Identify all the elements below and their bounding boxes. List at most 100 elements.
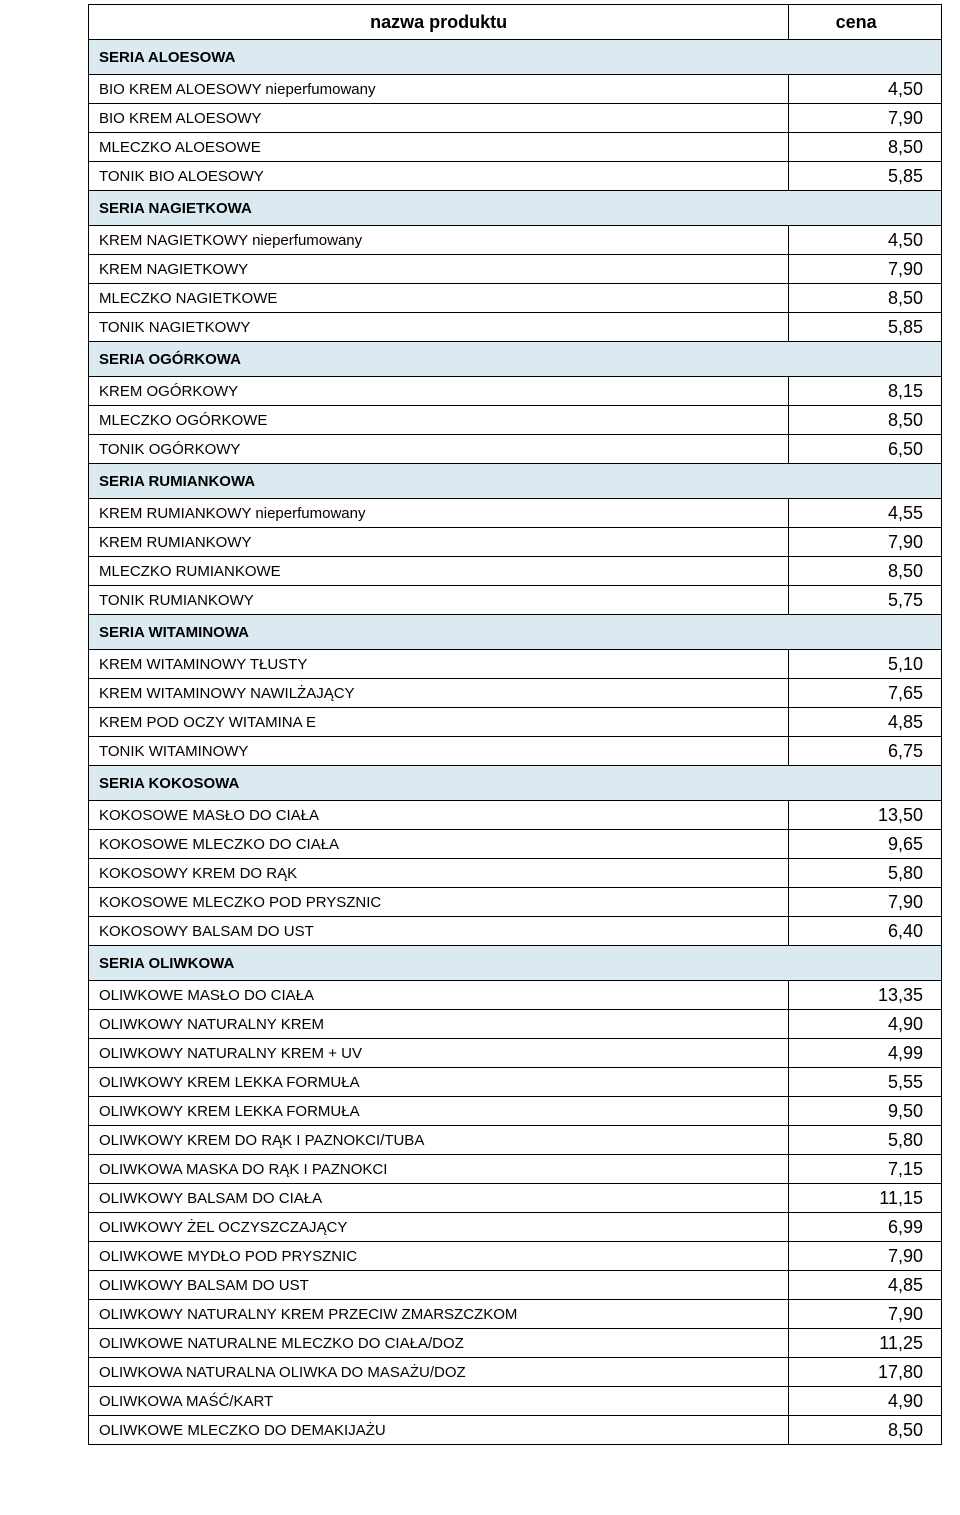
table-row: KREM WITAMINOWY TŁUSTY5,10 (89, 650, 942, 679)
product-price-cell: 6,40 (789, 917, 942, 946)
price-column-header: cena (789, 5, 942, 40)
table-row: BIO KREM ALOESOWY nieperfumowany4,50 (89, 75, 942, 104)
table-row: KREM WITAMINOWY NAWILŻAJĄCY7,65 (89, 679, 942, 708)
product-name-cell: MLECZKO NAGIETKOWE (89, 284, 789, 313)
product-price-cell: 7,65 (789, 679, 942, 708)
product-name-cell: KREM WITAMINOWY NAWILŻAJĄCY (89, 679, 789, 708)
product-name-cell: OLIWKOWY ŻEL OCZYSZCZAJĄCY (89, 1213, 789, 1242)
category-row: SERIA NAGIETKOWA (89, 191, 942, 226)
table-row: KREM POD OCZY WITAMINA E4,85 (89, 708, 942, 737)
header-row: nazwa produktu cena (89, 5, 942, 40)
product-name-cell: OLIWKOWE NATURALNE MLECZKO DO CIAŁA/DOZ (89, 1329, 789, 1358)
product-name-cell: OLIWKOWE MYDŁO POD PRYSZNIC (89, 1242, 789, 1271)
product-name-cell: KREM NAGIETKOWY (89, 255, 789, 284)
table-row: OLIWKOWE MLECZKO DO DEMAKIJAŻU8,50 (89, 1416, 942, 1445)
name-column-header: nazwa produktu (89, 5, 789, 40)
category-row: SERIA OGÓRKOWA (89, 342, 942, 377)
product-price-cell: 8,50 (789, 133, 942, 162)
table-body: SERIA ALOESOWABIO KREM ALOESOWY nieperfu… (89, 40, 942, 1445)
product-name-cell: KREM WITAMINOWY TŁUSTY (89, 650, 789, 679)
product-name-cell: KOKOSOWE MLECZKO POD PRYSZNIC (89, 888, 789, 917)
product-price-cell: 5,80 (789, 1126, 942, 1155)
table-row: TONIK WITAMINOWY6,75 (89, 737, 942, 766)
product-name-cell: OLIWKOWE MLECZKO DO DEMAKIJAŻU (89, 1416, 789, 1445)
table-row: OLIWKOWA MAŚĆ/KART4,90 (89, 1387, 942, 1416)
table-row: OLIWKOWE MYDŁO POD PRYSZNIC7,90 (89, 1242, 942, 1271)
table-row: OLIWKOWA MASKA DO RĄK I PAZNOKCI7,15 (89, 1155, 942, 1184)
product-name-cell: BIO KREM ALOESOWY (89, 104, 789, 133)
product-price-cell: 9,65 (789, 830, 942, 859)
table-row: MLECZKO OGÓRKOWE8,50 (89, 406, 942, 435)
product-price-cell: 11,25 (789, 1329, 942, 1358)
product-name-cell: MLECZKO ALOESOWE (89, 133, 789, 162)
product-price-cell: 4,85 (789, 1271, 942, 1300)
product-name-cell: KOKOSOWY KREM DO RĄK (89, 859, 789, 888)
table-row: KOKOSOWY KREM DO RĄK5,80 (89, 859, 942, 888)
product-price-cell: 13,35 (789, 981, 942, 1010)
table-row: KOKOSOWE MLECZKO DO CIAŁA9,65 (89, 830, 942, 859)
table-row: OLIWKOWY BALSAM DO UST4,85 (89, 1271, 942, 1300)
page-container: nazwa produktu cena SERIA ALOESOWABIO KR… (0, 4, 960, 1445)
table-row: MLECZKO ALOESOWE8,50 (89, 133, 942, 162)
product-price-cell: 5,85 (789, 313, 942, 342)
product-name-cell: TONIK RUMIANKOWY (89, 586, 789, 615)
price-table: nazwa produktu cena SERIA ALOESOWABIO KR… (88, 4, 942, 1445)
table-row: KREM RUMIANKOWY7,90 (89, 528, 942, 557)
table-row: OLIWKOWY NATURALNY KREM PRZECIW ZMARSZCZ… (89, 1300, 942, 1329)
product-name-cell: MLECZKO OGÓRKOWE (89, 406, 789, 435)
category-cell: SERIA OGÓRKOWA (89, 342, 942, 377)
product-price-cell: 6,50 (789, 435, 942, 464)
table-row: KOKOSOWE MASŁO DO CIAŁA13,50 (89, 801, 942, 830)
product-name-cell: OLIWKOWY NATURALNY KREM + UV (89, 1039, 789, 1068)
product-name-cell: KOKOSOWE MASŁO DO CIAŁA (89, 801, 789, 830)
table-row: KREM NAGIETKOWY7,90 (89, 255, 942, 284)
product-price-cell: 9,50 (789, 1097, 942, 1126)
product-price-cell: 17,80 (789, 1358, 942, 1387)
table-row: KOKOSOWY BALSAM DO UST6,40 (89, 917, 942, 946)
product-price-cell: 4,90 (789, 1010, 942, 1039)
category-row: SERIA OLIWKOWA (89, 946, 942, 981)
product-name-cell: KREM RUMIANKOWY (89, 528, 789, 557)
product-price-cell: 4,50 (789, 75, 942, 104)
product-price-cell: 4,50 (789, 226, 942, 255)
product-price-cell: 4,90 (789, 1387, 942, 1416)
table-row: OLIWKOWY NATURALNY KREM4,90 (89, 1010, 942, 1039)
table-row: MLECZKO NAGIETKOWE8,50 (89, 284, 942, 313)
product-name-cell: OLIWKOWY NATURALNY KREM PRZECIW ZMARSZCZ… (89, 1300, 789, 1329)
product-name-cell: OLIWKOWY KREM LEKKA FORMUŁA (89, 1097, 789, 1126)
product-name-cell: KREM RUMIANKOWY nieperfumowany (89, 499, 789, 528)
product-price-cell: 7,90 (789, 528, 942, 557)
category-row: SERIA RUMIANKOWA (89, 464, 942, 499)
table-row: KREM OGÓRKOWY8,15 (89, 377, 942, 406)
product-name-cell: OLIWKOWE MASŁO DO CIAŁA (89, 981, 789, 1010)
product-name-cell: KREM OGÓRKOWY (89, 377, 789, 406)
category-row: SERIA WITAMINOWA (89, 615, 942, 650)
product-name-cell: OLIWKOWY NATURALNY KREM (89, 1010, 789, 1039)
table-row: TONIK RUMIANKOWY5,75 (89, 586, 942, 615)
product-price-cell: 5,10 (789, 650, 942, 679)
table-row: OLIWKOWY KREM LEKKA FORMUŁA5,55 (89, 1068, 942, 1097)
product-name-cell: KREM POD OCZY WITAMINA E (89, 708, 789, 737)
product-price-cell: 5,85 (789, 162, 942, 191)
product-price-cell: 4,99 (789, 1039, 942, 1068)
product-name-cell: OLIWKOWA NATURALNA OLIWKA DO MASAŻU/DOZ (89, 1358, 789, 1387)
product-name-cell: TONIK OGÓRKOWY (89, 435, 789, 464)
category-row: SERIA ALOESOWA (89, 40, 942, 75)
table-row: TONIK BIO ALOESOWY5,85 (89, 162, 942, 191)
product-name-cell: OLIWKOWY BALSAM DO UST (89, 1271, 789, 1300)
product-name-cell: OLIWKOWY BALSAM DO CIAŁA (89, 1184, 789, 1213)
product-price-cell: 7,90 (789, 1300, 942, 1329)
product-price-cell: 5,55 (789, 1068, 942, 1097)
table-row: OLIWKOWE MASŁO DO CIAŁA13,35 (89, 981, 942, 1010)
product-price-cell: 8,50 (789, 557, 942, 586)
product-price-cell: 5,75 (789, 586, 942, 615)
category-cell: SERIA KOKOSOWA (89, 766, 942, 801)
table-row: KREM NAGIETKOWY nieperfumowany4,50 (89, 226, 942, 255)
product-name-cell: MLECZKO RUMIANKOWE (89, 557, 789, 586)
product-name-cell: TONIK BIO ALOESOWY (89, 162, 789, 191)
product-price-cell: 8,15 (789, 377, 942, 406)
product-name-cell: TONIK WITAMINOWY (89, 737, 789, 766)
table-row: OLIWKOWY KREM LEKKA FORMUŁA9,50 (89, 1097, 942, 1126)
table-row: TONIK NAGIETKOWY5,85 (89, 313, 942, 342)
product-price-cell: 11,15 (789, 1184, 942, 1213)
